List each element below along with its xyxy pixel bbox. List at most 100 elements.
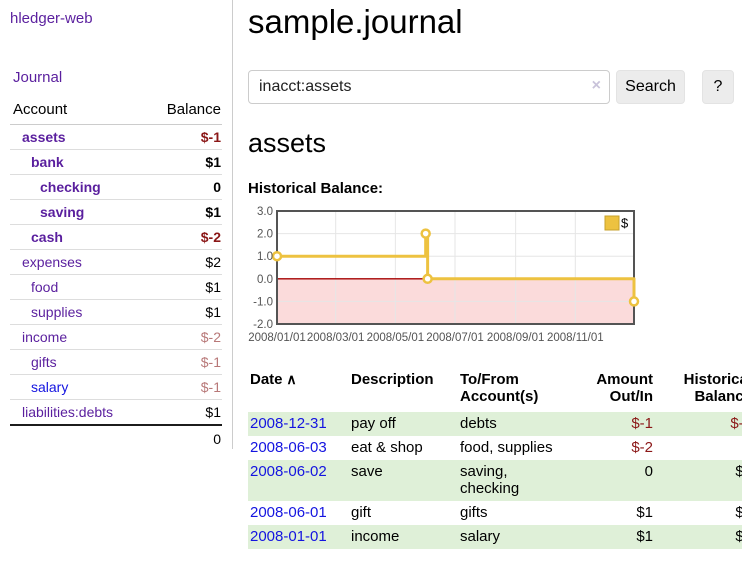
account-link-gifts[interactable]: gifts	[31, 354, 57, 370]
account-link-expenses[interactable]: expenses	[22, 254, 82, 270]
chart-data-point	[628, 295, 640, 307]
account-balance: $-1	[200, 354, 221, 370]
account-balance: $2	[205, 254, 221, 270]
chart-data-point	[420, 227, 431, 239]
chart-y-tick-label: 1.0	[257, 251, 273, 263]
account-row: assets $-1	[10, 124, 222, 150]
account-link-saving[interactable]: saving	[40, 204, 85, 220]
register-header-row: Date ∧ Description To/From Account(s) Amoun…	[248, 369, 742, 412]
register-date-link[interactable]: 2008-06-03	[250, 438, 327, 456]
account-link-supplies[interactable]: supplies	[31, 304, 83, 320]
account-balance: $-1	[200, 379, 221, 395]
account-link-income[interactable]: income	[22, 329, 68, 345]
register-header-to-from-account-s: To/From Account(s)	[460, 370, 539, 405]
sort-ascending-icon: ∧	[282, 370, 297, 387]
app-title-link[interactable]: hledger-web	[10, 10, 93, 27]
register-accounts: salary	[460, 527, 501, 545]
search-box: ×	[248, 69, 610, 104]
register-header-historical-balance: Historical Balance	[683, 370, 742, 405]
accounts-total-row: 0	[10, 424, 222, 451]
account-link-liabilities-debts[interactable]: liabilities:debts	[22, 404, 114, 420]
account-balance: $1	[205, 279, 221, 295]
register-balance: 0	[655, 436, 742, 460]
account-link-checking[interactable]: checking	[40, 179, 101, 195]
register-date-link[interactable]: 2008-12-31	[250, 414, 327, 432]
account-row: supplies $1	[10, 299, 222, 325]
register-date-link[interactable]: 2008-01-01	[250, 527, 327, 545]
chart-y-tick-label: 3.0	[257, 206, 273, 218]
accounts-table: Account Balance assets $-1 bank $1 checking 0…	[10, 101, 222, 451]
chart-x-tick-label: 2008/07/01	[426, 332, 484, 344]
register-balance: $2	[735, 503, 742, 521]
chart-x-tick-label: 2008/05/01	[367, 332, 425, 344]
register-balance: $2	[735, 462, 742, 480]
account-link-bank[interactable]: bank	[31, 154, 64, 170]
account-row: food $1	[10, 274, 222, 300]
account-balance: $1	[205, 204, 221, 220]
chart-y-tick-label: -2.0	[253, 319, 273, 331]
page-title: sample.journal	[248, 3, 463, 40]
register-description: save	[351, 462, 383, 480]
register-header-date[interactable]: Date ∧	[250, 370, 297, 388]
chart-x-tick-label: 2008/11/01	[547, 332, 604, 344]
account-row: salary $-1	[10, 374, 222, 400]
register-amount: $1	[636, 503, 653, 521]
account-link-cash[interactable]: cash	[31, 229, 63, 245]
register-amount: $-2	[631, 438, 653, 456]
chart-y-tick-label: 0.0	[257, 273, 273, 285]
register-row: 2008-01-01 income salary $1 $1	[248, 524, 742, 549]
chart-legend-label: $	[621, 215, 629, 230]
account-row: saving $1	[10, 199, 222, 225]
clear-search-icon[interactable]: ×	[591, 76, 601, 94]
register-accounts: food, supplies	[460, 438, 553, 456]
chart-title: Historical Balance:	[248, 179, 384, 197]
register-description: pay off	[351, 414, 396, 432]
register-balance: $-1	[730, 414, 742, 432]
account-balance: $1	[205, 304, 221, 320]
search-button[interactable]: Search	[616, 69, 685, 104]
register-row: 2008-06-01 gift gifts $1 $2	[248, 501, 742, 525]
account-link-food[interactable]: food	[31, 279, 59, 295]
chart-y-tick-label: -1.0	[253, 296, 273, 308]
register-balance: $1	[735, 527, 742, 545]
account-row: checking 0	[10, 174, 222, 200]
register-row: 2008-06-03 eat & shop food, supplies $-20	[248, 436, 742, 460]
chart-data-point	[422, 273, 433, 284]
account-balance: $-2	[200, 229, 221, 245]
chart-border	[276, 209, 635, 325]
register-amount: $-1	[631, 414, 653, 432]
search-input[interactable]	[248, 69, 610, 104]
chart-y-tick-label: 2.0	[257, 228, 273, 240]
account-link-salary[interactable]: salary	[31, 379, 69, 395]
account-link-assets[interactable]: assets	[22, 129, 66, 145]
register-accounts: saving, checking	[460, 462, 520, 497]
chart-legend-swatch	[604, 215, 620, 231]
help-button[interactable]: ?	[702, 69, 734, 104]
search-form: × Search ?	[248, 69, 734, 104]
register-description: gift	[351, 503, 372, 521]
register-date-link[interactable]: 2008-06-01	[250, 503, 327, 521]
account-row: bank $1	[10, 149, 222, 175]
sidebar: hledger-web Journal Account Balance asse…	[0, 0, 233, 451]
main-content: sample.journal × Search ? assets Histori…	[248, 0, 742, 549]
chart-x-tick-label: 2008/09/01	[487, 332, 545, 344]
sidebar-item-journal[interactable]: Journal	[13, 69, 63, 86]
register-description: eat & shop	[351, 438, 423, 456]
account-balance: $-1	[200, 129, 221, 145]
accounts-header-row: Account Balance	[10, 101, 222, 125]
register-table-body: 2008-12-31 pay off debts $-1 $-1 2008-06-03 ea…	[248, 411, 742, 549]
account-heading: assets	[248, 127, 327, 158]
accounts-header-balance: Balance	[145, 101, 222, 125]
register-accounts: gifts	[460, 503, 488, 521]
register-table: Date ∧ Description To/From Account(s) Amoun…	[248, 369, 742, 549]
account-row: liabilities:debts $1	[10, 399, 222, 426]
account-balance: $1	[205, 154, 221, 170]
chart-x-tick-label: 2008/01/01	[248, 332, 306, 344]
register-header-amount-out-in: Amount Out/In	[596, 370, 653, 405]
register-accounts: debts	[460, 414, 497, 432]
accounts-table-body: assets $-1 bank $1 checking 0 saving $1 cash $-2 e…	[10, 124, 222, 426]
register-date-link[interactable]: 2008-06-02	[250, 462, 327, 480]
register-amount: $1	[636, 527, 653, 545]
accounts-total-spacer	[10, 424, 146, 451]
